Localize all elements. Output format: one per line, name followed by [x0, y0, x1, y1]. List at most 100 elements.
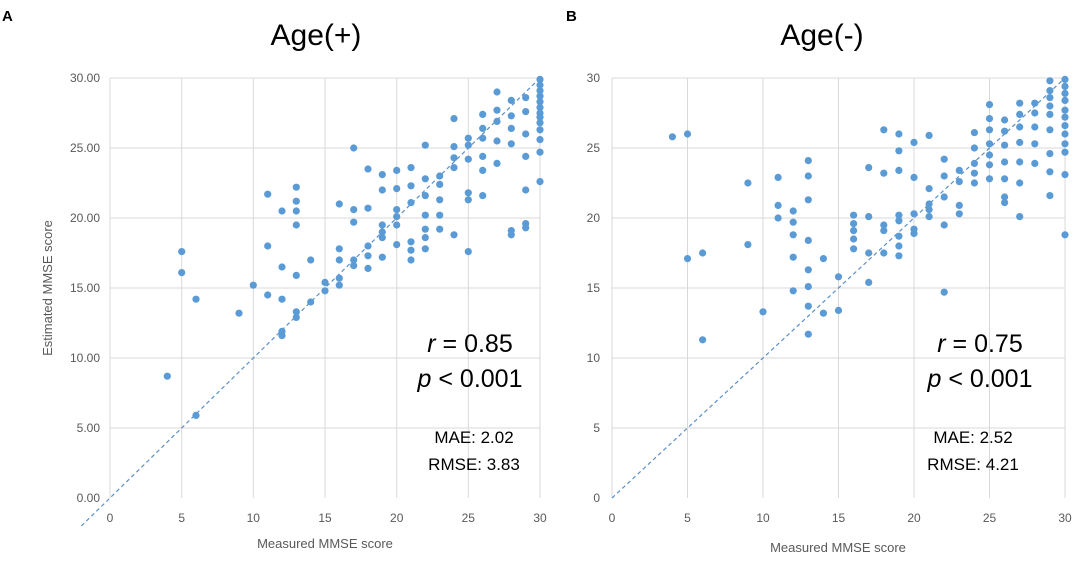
panel-b-point-0 — [668, 133, 676, 141]
panel-a-point-57 — [407, 246, 415, 254]
panel-a-point-109 — [536, 92, 544, 100]
panel-a-point-80 — [464, 196, 472, 204]
panel-b-point-118 — [1061, 148, 1069, 156]
panel-b-point-46 — [895, 217, 903, 225]
panel-a-point-46 — [378, 253, 386, 261]
panel-b-letter: B — [566, 8, 577, 25]
panel-a-ytick-2: 10.00 — [70, 351, 100, 365]
panel-b-point-54 — [910, 229, 918, 237]
panel-a-point-39 — [364, 252, 372, 260]
panel-b-point-4 — [699, 336, 707, 344]
panel-a-point-70 — [436, 225, 444, 233]
panel-a-point-21 — [292, 313, 300, 321]
panel-a-point-76 — [464, 134, 472, 142]
panel-a-identity-line — [80, 77, 541, 527]
panel-b-p-value: < 0.001 — [941, 365, 1032, 393]
panel-a-point-49 — [393, 206, 401, 214]
panel-b-point-25 — [819, 309, 827, 317]
panel-a-point-114 — [536, 119, 544, 127]
panel-b-point-48 — [895, 242, 903, 250]
panel-a-xtick-4: 20 — [390, 511, 404, 525]
panel-a-point-66 — [436, 172, 444, 180]
panel-a-point-55 — [407, 199, 415, 207]
panel-a-point-92 — [493, 159, 501, 167]
panel-b-point-30 — [850, 227, 858, 235]
panel-b-point-95 — [1031, 99, 1039, 107]
panel-a-point-88 — [493, 88, 501, 96]
panel-b-point-34 — [865, 213, 873, 221]
panel-b-ytick-6: 30 — [587, 71, 601, 85]
panel-a-point-43 — [378, 221, 386, 229]
panel-b-point-51 — [910, 173, 918, 181]
panel-a-point-101 — [522, 130, 530, 138]
panel-a-point-61 — [421, 192, 429, 200]
panel-a-point-106 — [536, 75, 544, 83]
panel-b-x-axis-label: Measured MMSE score — [770, 540, 906, 555]
panel-a-point-48 — [393, 185, 401, 193]
panel-a-points — [163, 75, 544, 419]
panel-a-point-73 — [450, 154, 458, 162]
panel-b-r-stat: r = 0.75 — [937, 330, 1022, 358]
panel-b-ytick-4: 20 — [587, 211, 601, 225]
panel-a-letter: A — [2, 8, 13, 25]
panel-b-point-31 — [850, 235, 858, 243]
panel-a-point-30 — [335, 200, 343, 208]
panel-a-point-11 — [278, 263, 286, 271]
panel-b-identity-line — [611, 77, 1066, 499]
panel-b-point-82 — [1001, 127, 1009, 135]
panel-b-point-67 — [955, 201, 963, 209]
panel-b-point-102 — [1046, 94, 1054, 102]
panel-a-y-ticks: 0.00 5.00 10.00 15.00 20.00 25.00 30.00 — [70, 71, 100, 505]
panel-a-point-40 — [364, 264, 372, 272]
panel-a-point-12 — [278, 295, 286, 303]
panel-b-point-104 — [1046, 110, 1054, 118]
panel-a-y-axis-label: Estimated MMSE score — [40, 220, 55, 356]
panel-a-xtick-2: 10 — [247, 511, 261, 525]
panel-b-point-85 — [1001, 175, 1009, 183]
panel-b-point-40 — [880, 227, 888, 235]
panel-a-point-113 — [536, 113, 544, 121]
chart-panel-b: B Age(-) 0 5 10 15 20 25 30 0 5 10 15 20… — [566, 8, 1072, 555]
panel-a-point-94 — [507, 112, 515, 120]
panel-a-point-81 — [464, 248, 472, 256]
panel-a-point-56 — [407, 238, 415, 246]
panel-b-point-21 — [804, 283, 812, 291]
panel-a-point-31 — [350, 144, 358, 152]
panel-a-point-18 — [292, 221, 300, 229]
panel-b-point-108 — [1046, 192, 1054, 200]
panel-b-rmse: RMSE: 4.21 — [927, 455, 1019, 474]
panel-a-point-25 — [321, 287, 329, 295]
panel-b-xtick-3: 15 — [832, 511, 846, 525]
panel-b-point-120 — [1061, 231, 1069, 239]
panel-b-xtick-5: 25 — [983, 511, 997, 525]
panel-b-mae: MAE: 2.52 — [933, 428, 1012, 447]
panel-a-point-108 — [536, 87, 544, 95]
panel-b-point-72 — [970, 169, 978, 177]
panel-b-r-symbol: r — [937, 330, 947, 358]
panel-b-ytick-2: 10 — [587, 351, 601, 365]
panel-a-xtick-5: 25 — [462, 511, 476, 525]
panel-b-point-41 — [880, 249, 888, 257]
panel-a-rmse: RMSE: 3.83 — [428, 455, 520, 474]
panel-a-point-117 — [536, 148, 544, 156]
panel-b-point-89 — [1016, 110, 1024, 118]
panel-a-point-60 — [421, 175, 429, 183]
panel-b-point-3 — [699, 249, 707, 257]
panel-a-point-93 — [507, 96, 515, 104]
panel-b-point-64 — [940, 288, 948, 296]
panel-b-point-88 — [1016, 99, 1024, 107]
panel-a-ytick-3: 15.00 — [70, 281, 100, 295]
panel-a-xtick-6: 30 — [533, 511, 547, 525]
panel-a-point-107 — [536, 81, 544, 89]
panel-a-point-5 — [235, 309, 243, 317]
panel-a-xtick-3: 15 — [318, 511, 332, 525]
panel-b-point-112 — [1061, 96, 1069, 104]
panel-a-point-65 — [421, 245, 429, 253]
panel-b-point-75 — [985, 115, 994, 123]
panel-b-xtick-1: 5 — [684, 511, 691, 525]
panel-a-point-102 — [522, 152, 530, 160]
panel-b-xtick-4: 20 — [907, 511, 921, 525]
panel-b-point-73 — [970, 179, 978, 187]
panel-a-point-78 — [464, 155, 472, 163]
panel-b-point-92 — [1016, 158, 1024, 166]
